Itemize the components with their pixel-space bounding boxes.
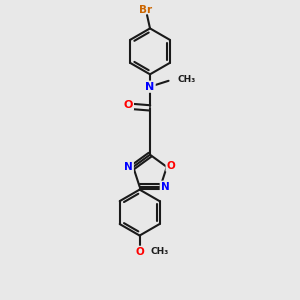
Text: CH₃: CH₃ xyxy=(177,74,195,83)
Text: N: N xyxy=(124,162,133,172)
Text: Br: Br xyxy=(139,5,152,15)
Text: N: N xyxy=(161,182,170,192)
Text: O: O xyxy=(124,100,133,110)
Text: O: O xyxy=(135,247,144,257)
Text: CH₃: CH₃ xyxy=(151,247,169,256)
Text: O: O xyxy=(167,161,175,171)
Text: N: N xyxy=(146,82,154,92)
